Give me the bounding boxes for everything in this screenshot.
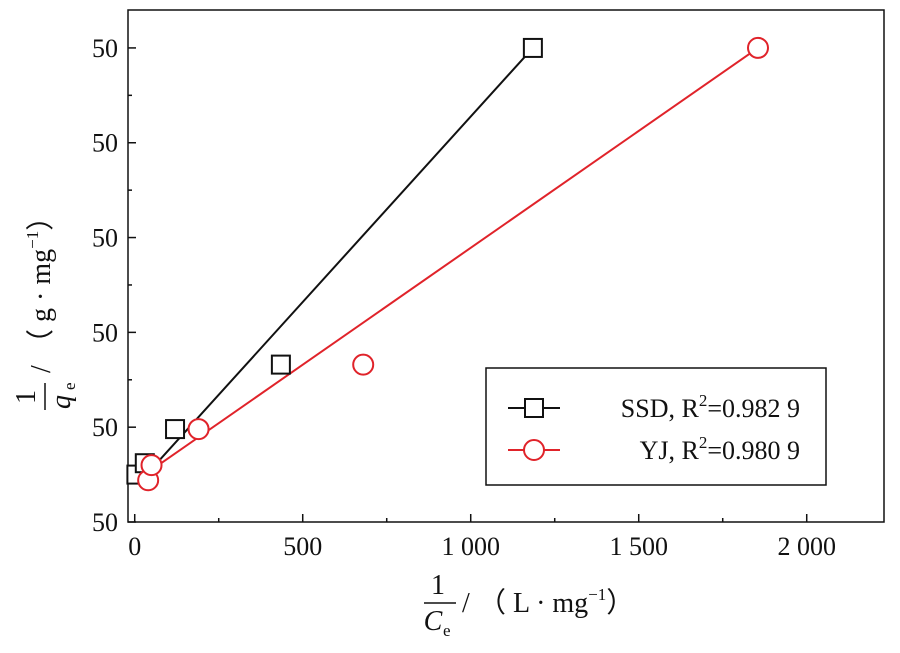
legend-marker-yj [523,439,545,461]
y-label-denominator-sub: e [60,382,79,390]
x-tick-label: 1 000 [441,532,500,561]
data-points [126,36,769,492]
y-tick-label: 50 [92,224,118,253]
legend: SSD, R2=0.982 9YJ, R2=0.980 9 [485,367,827,486]
x-axis-label: 1 C e / （ L · mg−1） [424,570,635,640]
legend-label-sup: 2 [699,391,708,410]
plot-frame [127,9,885,523]
fit-line-yj [144,47,759,476]
legend-label-yj: YJ, R2=0.980 9 [640,433,800,465]
x-tick-label: 0 [128,532,141,561]
y-tick-label: 50 [92,318,118,347]
y-label-unit-close: ） [25,203,57,231]
y-label-unit-open: （ g · mg [25,249,57,357]
y-axis-label: 1 q e / （ g · mg−1） [11,203,79,410]
legend-label-ssd: SSD, R2=0.982 9 [621,391,800,423]
y-tick-label: 50 [92,508,118,537]
x-label-unit-sup: −1 [588,585,606,604]
x-axis-ticks: 0 500 1 000 1 500 2 000 [128,514,836,561]
data-point-yj [352,353,375,376]
y-label-unit-sup: −1 [23,231,42,249]
data-point-ssd [270,354,291,375]
y-label-numerator: 1 [11,390,42,404]
legend-label-sup: 2 [699,433,708,452]
x-tick-label: 2 000 [777,532,836,561]
y-label-unit: （ g · mg−1） [23,203,57,357]
x-label-denominator: C [424,606,443,637]
y-label-denominator: q [46,395,77,409]
data-point-yj [140,454,163,477]
legend-label-suffix: =0.980 9 [707,436,800,465]
x-label-unit-open: （ L · mg [478,587,588,619]
legend-label-suffix: =0.982 9 [707,394,800,423]
x-label-unit: （ L · mg−1） [478,585,634,619]
x-label-unit-close: ） [606,587,634,619]
data-point-ssd [165,419,186,440]
x-tick-label: 500 [283,532,322,561]
legend-label-prefix: YJ, R [640,436,700,465]
x-label-numerator: 1 [431,570,445,601]
legend-box [485,367,827,486]
x-tick-label: 1 500 [609,532,668,561]
data-point-yj [187,418,210,441]
fit-lines [144,47,759,476]
data-point-ssd [522,37,543,58]
x-label-slash: / [462,588,470,619]
y-tick-label: 50 [92,413,118,442]
y-axis-ticks: 50 50 50 50 50 50 [92,34,136,537]
y-tick-label: 50 [92,129,118,158]
fit-line-ssd [149,47,534,472]
legend-marker-ssd [524,398,544,418]
x-label-denominator-sub: e [443,621,451,640]
y-label-slash: / [26,365,57,373]
data-point-yj [747,36,769,59]
legend-label-prefix: SSD, R [621,394,700,423]
y-tick-label: 50 [92,34,118,63]
